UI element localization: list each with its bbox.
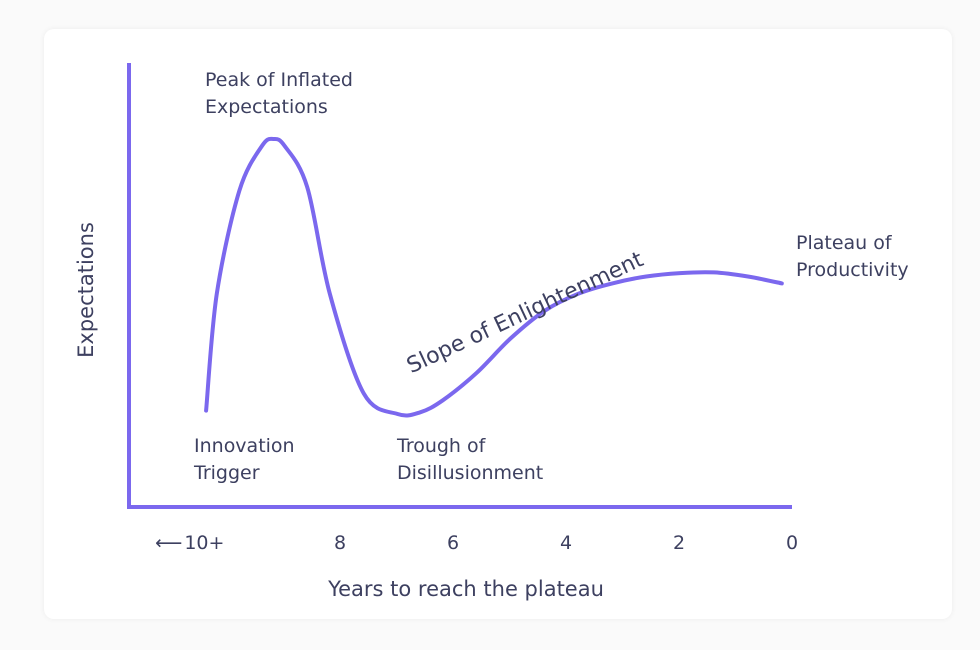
- annotation-trigger: Innovation Trigger: [193, 435, 301, 484]
- annotation-plateau-line-1: Plateau of: [796, 232, 893, 254]
- x-tick-label: 4: [560, 532, 572, 554]
- annotation-trough-line-2: Disillusionment: [397, 462, 543, 484]
- annotation-trough-line-1: Trough of: [396, 435, 487, 457]
- chart-card: [44, 29, 952, 619]
- annotation-peak-line-2: Expectations: [205, 96, 328, 118]
- y-axis-title: Expectations: [74, 222, 98, 358]
- x-tick-label: 6: [447, 532, 459, 554]
- annotation-trigger-line-1: Innovation: [194, 435, 295, 457]
- annotation-plateau: Plateau of Productivity: [796, 232, 909, 281]
- hype-curve: [204, 136, 784, 418]
- annotation-peak: Peak of Inflated Expectations: [205, 69, 359, 118]
- x-tick-labels: 10+⟵ 8 6 4 2 0: [155, 532, 798, 554]
- annotation-plateau-line-2: Productivity: [796, 259, 909, 281]
- x-tick-label: 0: [786, 532, 798, 554]
- x-tick-label: 10+: [184, 532, 224, 554]
- annotation-trigger-line-2: Trigger: [193, 462, 260, 484]
- annotation-peak-line-1: Peak of Inflated: [205, 69, 353, 91]
- x-tick-label: 8: [334, 532, 346, 554]
- x-tick-label: 2: [673, 532, 685, 554]
- x-axis-title: Years to reach the plateau: [327, 577, 604, 601]
- annotation-slope: Slope of Enlightenment: [403, 247, 648, 379]
- annotation-trough: Trough of Disillusionment: [396, 435, 543, 484]
- x-tick-arrow: ⟵: [155, 532, 182, 554]
